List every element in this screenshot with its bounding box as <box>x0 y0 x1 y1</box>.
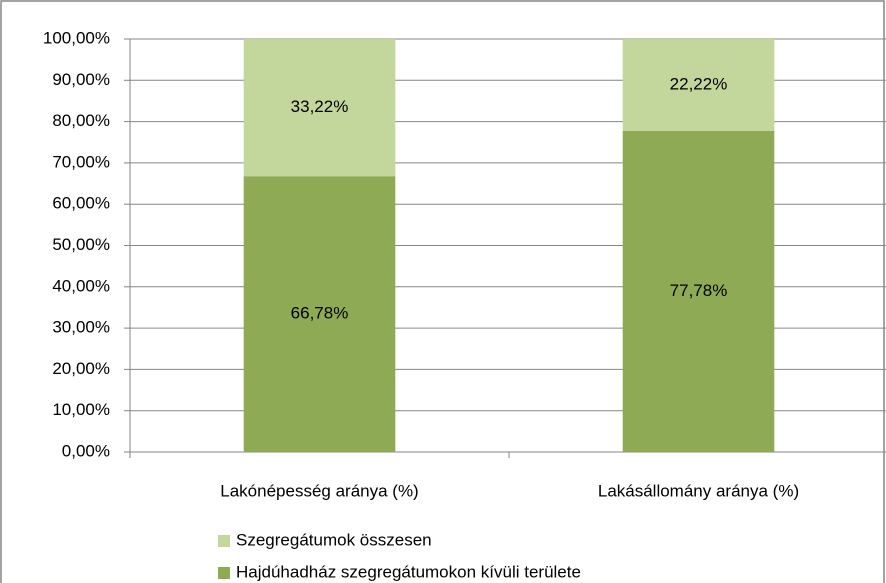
bar-segment <box>622 39 775 131</box>
y-tick-label: 40,00% <box>52 276 110 295</box>
bar-segment <box>243 39 396 177</box>
y-tick-label: 100,00% <box>43 28 110 47</box>
data-label: 77,78% <box>670 281 728 300</box>
y-tick-label: 50,00% <box>52 235 110 254</box>
x-tick-label: Lakásállomány aránya (%) <box>598 481 799 500</box>
y-tick-label: 0,00% <box>62 441 110 460</box>
y-tick-label: 70,00% <box>52 152 110 171</box>
x-tick-label: Lakónépesség aránya (%) <box>220 481 418 500</box>
data-label: 66,78% <box>291 304 349 323</box>
legend-swatch <box>218 535 230 547</box>
y-tick-label: 10,00% <box>52 400 110 419</box>
data-label: 22,22% <box>670 74 728 93</box>
y-tick-label: 80,00% <box>52 111 110 130</box>
y-tick-label: 30,00% <box>52 318 110 337</box>
bar-segment <box>243 176 396 452</box>
y-tick-label: 60,00% <box>52 194 110 213</box>
legend-label: Szegregátumok összesen <box>236 530 432 549</box>
legend-label: Hajdúhadház szegregátumokon kívüli terül… <box>236 562 581 581</box>
data-label: 33,22% <box>291 97 349 116</box>
y-tick-label: 20,00% <box>52 359 110 378</box>
bar-segment <box>622 130 775 452</box>
legend-swatch <box>218 567 230 579</box>
y-tick-label: 90,00% <box>52 70 110 89</box>
